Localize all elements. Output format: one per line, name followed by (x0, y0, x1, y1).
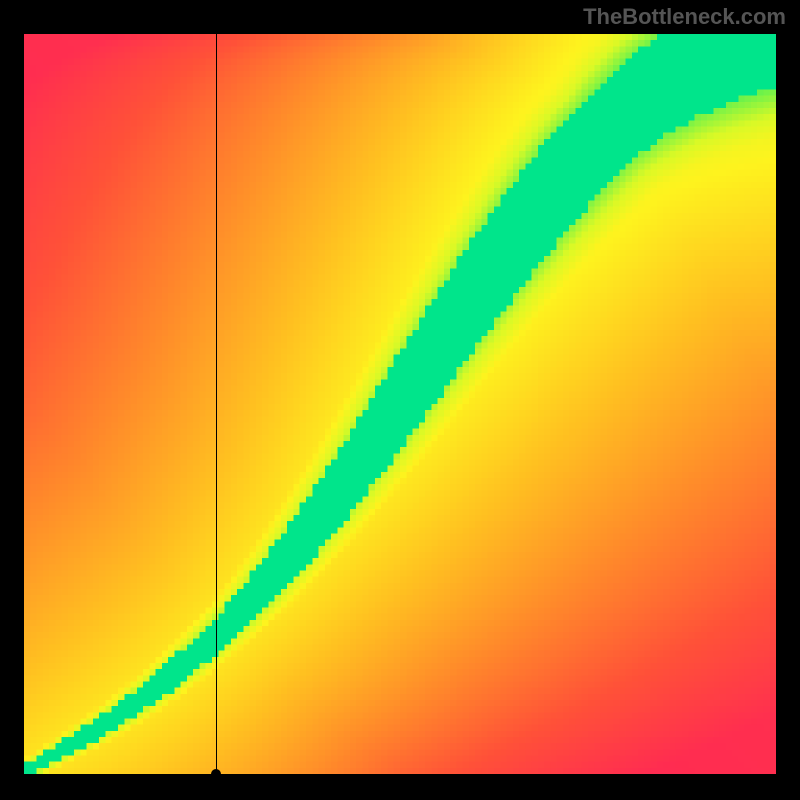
heatmap-canvas (24, 34, 776, 774)
x-axis-line (24, 774, 776, 775)
chart-container: TheBottleneck.com (0, 0, 800, 800)
marker-vertical-line (216, 34, 217, 774)
plot-area (24, 34, 776, 774)
marker-dot (211, 769, 221, 779)
watermark-text: TheBottleneck.com (583, 4, 786, 30)
